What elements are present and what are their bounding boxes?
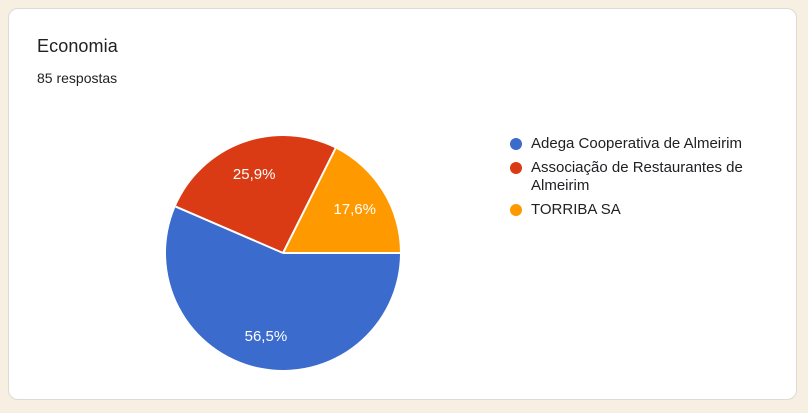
slice-percentage-label: 17,6% xyxy=(333,201,376,218)
legend-color-dot xyxy=(510,162,522,174)
question-title: Economia xyxy=(37,36,118,56)
chart-legend: Adega Cooperativa de Almeirim Associação … xyxy=(510,135,762,225)
legend-item-0: Adega Cooperativa de Almeirim xyxy=(510,135,762,153)
legend-label: Adega Cooperativa de Almeirim xyxy=(531,135,742,152)
slice-separator xyxy=(282,147,337,254)
legend-label: Associação de Restaurantes de Almeirim xyxy=(531,159,743,194)
pie-slice-2[interactable] xyxy=(283,148,400,253)
legend-item-1: Associação de Restaurantes de Almeirim xyxy=(510,159,762,195)
pie-chart: 56,5% 25,9% 17,6% xyxy=(166,135,400,370)
question-summary-card: Economia 85 respostas 56,5% 25,9% 17,6% Ad… xyxy=(8,8,797,400)
response-count: 85 respostas xyxy=(37,70,118,86)
slice-separator xyxy=(175,205,284,254)
legend-color-dot xyxy=(510,204,522,216)
slice-percentage-label: 56,5% xyxy=(245,328,288,345)
legend-label: TORRIBA SA xyxy=(531,201,621,218)
legend-color-dot xyxy=(510,138,522,150)
pie-slice-0[interactable] xyxy=(166,206,400,370)
legend-item-2: TORRIBA SA xyxy=(510,201,762,219)
slice-percentage-label: 25,9% xyxy=(233,166,276,183)
